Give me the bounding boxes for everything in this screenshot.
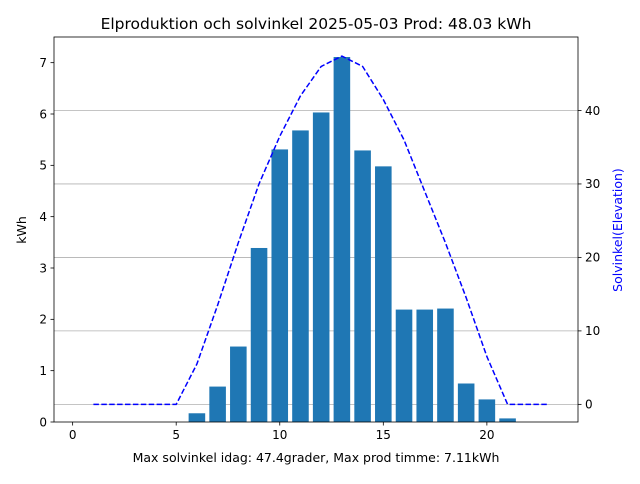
y2-tick-label: 40 bbox=[585, 104, 600, 118]
bar bbox=[478, 399, 496, 422]
x-tick-label: 20 bbox=[479, 428, 494, 442]
bar bbox=[292, 130, 309, 422]
x-axis-label: Max solvinkel idag: 47.4grader, Max prod… bbox=[133, 450, 500, 465]
bar bbox=[250, 247, 268, 422]
y-tick-label: 0 bbox=[39, 415, 47, 429]
bar bbox=[375, 166, 392, 422]
chart-title: Elproduktion och solvinkel 2025-05-03 Pr… bbox=[101, 15, 532, 33]
y-tick-label: 7 bbox=[39, 56, 47, 70]
bar bbox=[230, 346, 247, 422]
bar bbox=[395, 309, 413, 422]
bar bbox=[354, 150, 371, 423]
bar bbox=[209, 386, 226, 422]
plot-frame bbox=[53, 36, 579, 423]
bar bbox=[333, 57, 351, 423]
x-tick-label: 5 bbox=[172, 428, 180, 442]
x-tick-label: 0 bbox=[69, 428, 77, 442]
y-tick-label: 1 bbox=[39, 364, 47, 378]
y2-tick-label: 30 bbox=[585, 177, 600, 191]
y2-tick-label: 20 bbox=[585, 251, 600, 265]
y2-tick-label: 10 bbox=[585, 324, 600, 338]
bar bbox=[271, 149, 289, 423]
y2-tick-label: 0 bbox=[585, 398, 593, 412]
bar bbox=[312, 112, 330, 423]
y2-axis-label: Solvinkel(Elevation) bbox=[610, 168, 625, 292]
plot-area: 0 5 10 15 20 0 1 2 3 4 5 6 7 0 10 20 30 40 bbox=[39, 36, 600, 442]
x-tick-label: 15 bbox=[376, 428, 391, 442]
y-axis-label: kWh bbox=[14, 216, 29, 244]
bar bbox=[499, 418, 516, 422]
bar bbox=[188, 413, 206, 422]
y-tick-label: 2 bbox=[39, 313, 47, 327]
elevation-line bbox=[93, 55, 549, 406]
bar bbox=[437, 308, 454, 422]
y-tick-label: 5 bbox=[39, 159, 47, 173]
y-tick-label: 6 bbox=[39, 107, 47, 121]
x-tick-label: 10 bbox=[272, 428, 287, 442]
y-tick-label: 4 bbox=[39, 210, 47, 224]
bar bbox=[457, 383, 475, 422]
y-tick-label: 3 bbox=[39, 261, 47, 275]
bar bbox=[416, 309, 434, 422]
